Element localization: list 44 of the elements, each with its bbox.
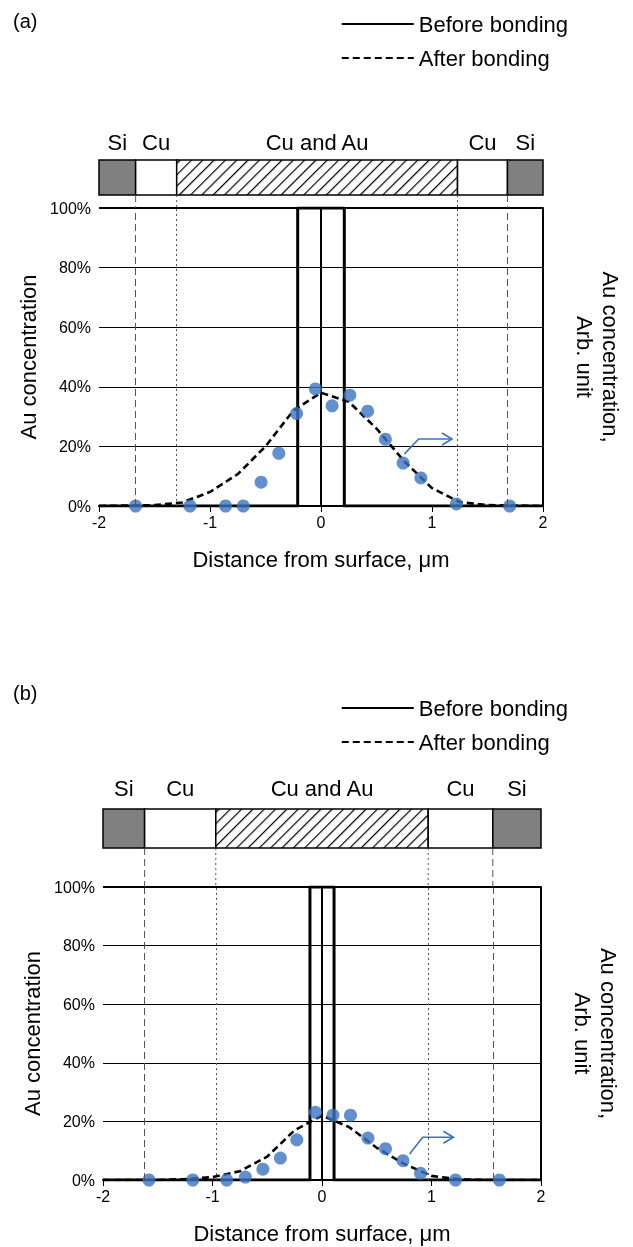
y-tick-label: 20%: [62, 1112, 95, 1130]
legend-label: Before bonding: [418, 11, 568, 37]
text: Si: [114, 776, 134, 801]
text: Cu: [446, 776, 475, 801]
x-tick-label: 2: [538, 513, 548, 531]
x-tick-label: 1: [427, 513, 437, 531]
y-tick-label: 40%: [58, 378, 91, 396]
x-axis-title: Distance from surface, μm: [193, 1220, 451, 1246]
x-tick-label: 1: [427, 1187, 437, 1205]
text: Cu and Au: [265, 130, 369, 155]
text: Cu: [166, 776, 195, 801]
y-tick-label: 60%: [58, 318, 91, 336]
y-axis-title: Au concentration: [19, 950, 45, 1117]
legend-label: After bonding: [418, 729, 550, 755]
y-tick-label: 40%: [62, 1054, 95, 1072]
y-tick-label: 0%: [71, 1171, 95, 1189]
y-axis-title: Au concentration: [15, 274, 41, 440]
y-tick-label: 0%: [67, 497, 91, 515]
y-tick-label: 60%: [62, 995, 95, 1013]
x-tick-label: 0: [317, 1187, 327, 1205]
text: Si: [507, 776, 527, 801]
chart-title: (a): [13, 10, 38, 32]
x-tick-label: -2: [95, 1187, 111, 1205]
x-axis-title: Distance from surface, μm: [192, 546, 450, 572]
y-tick-label: 80%: [58, 259, 91, 277]
x-tick-label: 0: [316, 513, 326, 531]
y-tick-label: 100%: [54, 878, 95, 896]
text: Cu: [468, 130, 497, 155]
text: Cu and Au: [270, 776, 374, 801]
x-tick-label: -1: [205, 1187, 220, 1205]
x-tick-label: -1: [202, 513, 218, 531]
x-tick-label: -2: [91, 513, 107, 531]
x-tick-label: 2: [536, 1187, 546, 1205]
text: Cu: [142, 130, 171, 155]
y2-axis-title: Au concentration, Arb. unit: [569, 947, 621, 1120]
y-tick-label: 100%: [50, 199, 91, 217]
text: Si: [107, 130, 128, 155]
legend-label: Before bonding: [418, 695, 568, 721]
text: Si: [515, 130, 536, 155]
y2-axis-title: Au concentration, Arb. unit: [571, 271, 623, 443]
chart-title: (b): [13, 682, 38, 704]
legend-label: After bonding: [418, 45, 550, 71]
y-tick-label: 80%: [62, 937, 95, 955]
y-tick-label: 20%: [58, 437, 91, 455]
